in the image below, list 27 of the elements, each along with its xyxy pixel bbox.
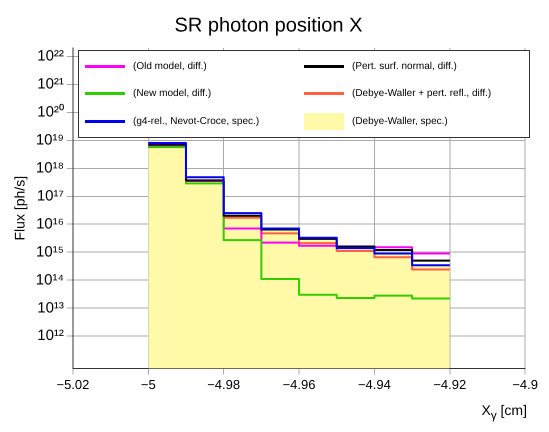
x-tick-label: −5 xyxy=(140,376,156,392)
y-tick-label: 10¹⁷ xyxy=(36,187,64,204)
legend-label: (Pert. surf. normal, diff.) xyxy=(352,61,457,72)
legend-label: (Debye-Waller + pert. refl., diff.) xyxy=(352,88,492,100)
y-tick-label: 10¹⁸ xyxy=(36,159,64,176)
legend-label: (Debye-Waller, spec.) xyxy=(352,116,448,127)
legend-label: (g4-rel., Nevot-Croce, spec.) xyxy=(133,116,260,127)
chart-title: SR photon position X xyxy=(174,14,362,37)
x-tick-label: −4.96 xyxy=(282,376,316,392)
y-axis-title: Flux [ph/s] xyxy=(11,176,28,240)
y-tick-label: 10¹⁹ xyxy=(36,131,64,148)
y-tick-label: 10²¹ xyxy=(37,76,64,93)
legend-label: (Old model, diff.) xyxy=(133,61,207,72)
y-tick-label: 10¹⁴ xyxy=(36,271,64,288)
x-tick-label: −4.9 xyxy=(512,376,538,392)
x-tick-label: −4.92 xyxy=(433,376,466,392)
x-tick-label: −4.98 xyxy=(207,376,240,392)
y-tick-label: 10¹⁵ xyxy=(36,243,64,260)
x-tick-label: −5.02 xyxy=(56,376,90,392)
x-tick-label: −4.94 xyxy=(358,376,391,392)
legend-label: (New model, diff.) xyxy=(133,88,212,100)
y-tick-label: 10²² xyxy=(37,48,64,65)
y-tick-label: 10¹⁶ xyxy=(36,215,64,232)
y-tick-label: 10¹³ xyxy=(37,299,64,316)
y-tick-label: 10²⁰ xyxy=(37,103,64,120)
x-axis-title: X$_{γ}$ [cm] xyxy=(481,402,527,422)
y-tick-label: 10¹² xyxy=(37,327,64,344)
